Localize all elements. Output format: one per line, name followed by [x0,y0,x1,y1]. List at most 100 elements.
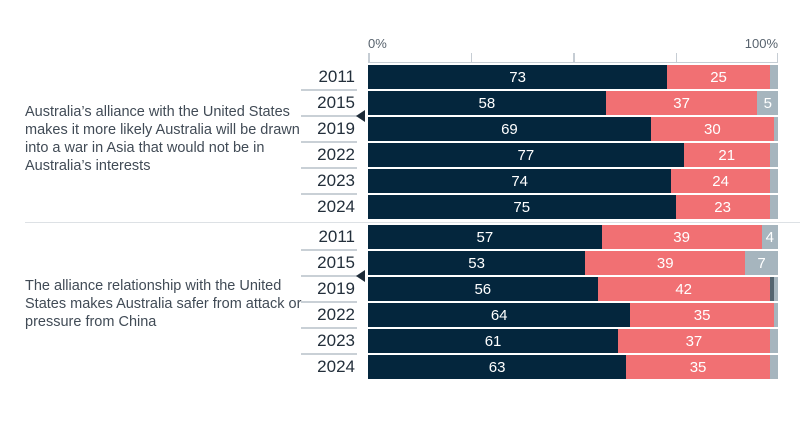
segment-value-label: 7 [757,254,766,272]
bar-segment-pink: 23 [675,195,770,219]
stacked-bar: 77 21 [368,143,778,167]
stacked-bar: 75 23 [368,195,778,219]
bar-segment-gray [773,117,778,141]
year-label: 2019 [317,119,355,138]
year-label: 2015 [317,93,355,112]
stacked-bar: 69 30 [368,117,778,141]
year-label: 2023 [317,331,355,350]
chart-row: 2023 74 24 [0,169,800,195]
segment-value-label: 74 [511,172,529,190]
bar-segment-pink: 24 [671,169,770,193]
bar-segment-dark: 56 [368,277,598,301]
bar-segment-dark: 58 [368,91,606,115]
chart1-description: Australia’s alliance with the United Sta… [25,104,300,174]
row-boundary-tick [301,301,357,303]
axis-start-label: 0% [368,36,387,51]
segment-value-label: 39 [656,254,674,272]
bar-segment-dark: 69 [368,117,651,141]
segment-value-label: 30 [704,120,721,138]
bar-segment-dark: 75 [368,195,676,219]
bar-segment-dark: 57 [368,225,602,249]
stacked-bar: 57 39 4 [368,225,778,249]
segment-value-label: 64 [490,306,508,324]
stacked-bar: 58 37 5 [368,91,778,115]
bar-segment-gray [773,303,778,327]
bar-segment-gray [769,329,778,353]
segment-value-label: 63 [488,358,506,376]
chart-row: 2022 64 35 [0,303,800,329]
bar-segment-pink: 25 [667,65,770,89]
axis-tick [675,53,677,62]
chart2-description: The alliance relationship with the Unite… [25,278,302,330]
row-boundary-tick [301,275,357,277]
segment-value-label: 42 [675,280,693,298]
chart-group-war-risk: 2011 73 25 2015 58 37 5 2019 69 30 2022 77 21 2023 74 2… [0,65,800,219]
segment-value-label: 58 [478,94,496,112]
year-label: 2024 [317,197,355,216]
bar-segment-pink: 21 [683,143,770,167]
bar-segment-dark: 61 [368,329,619,353]
segment-value-label: 53 [468,254,485,272]
bar-segment-gray [769,143,778,167]
segment-value-label: 24 [712,172,729,190]
bar-segment-gray: 5 [757,91,778,115]
segment-value-label: 77 [517,146,535,164]
axis-tick [368,53,370,62]
segment-value-label: 61 [484,332,502,350]
year-label: 2023 [317,171,355,190]
timeline-break-marker-icon [356,270,365,282]
charts-divider [25,222,800,223]
axis-tick [470,53,472,62]
segment-value-label: 21 [718,146,736,164]
axis-tick [573,53,575,62]
bar-segment-gray: 4 [761,225,778,249]
chart-row: 2022 77 21 [0,143,800,169]
chart-row: 2015 58 37 5 [0,91,800,117]
chart-row: 2011 57 39 4 [0,225,800,251]
chart-group-safer-from-china: 2011 57 39 4 2015 53 39 7 2019 56 42 2022 64 35 2023 61… [0,225,800,379]
stacked-bar: 64 35 [368,303,778,327]
bar-segment-gray [769,355,778,379]
row-boundary-tick [301,249,357,251]
year-label: 2011 [318,67,355,86]
bar-segment-pink: 35 [630,303,774,327]
bar-segment-pink: 35 [626,355,770,379]
segment-value-label: 37 [685,332,703,350]
chart-row: 2011 73 25 [0,65,800,91]
bar-segment-pink: 42 [597,277,770,301]
segment-value-label: 37 [673,94,690,112]
bar-segment-pink: 39 [585,251,746,275]
segment-value-label: 75 [513,198,531,216]
segment-value-label: 57 [476,228,494,246]
axis-tick [776,53,778,62]
bar-segment-dark: 74 [368,169,672,193]
stacked-bar: 56 42 [368,277,778,301]
axis-line [368,62,778,63]
bar-segment-sliver [769,277,774,301]
axis-ticks [368,53,778,62]
bar-segment-dark: 77 [368,143,684,167]
segment-value-label: 23 [714,198,731,216]
stacked-bar: 53 39 7 [368,251,778,275]
bar-segment-pink: 37 [605,91,758,115]
year-label: 2022 [317,145,355,164]
row-boundary-tick [301,193,357,195]
segment-value-label: 4 [765,228,774,246]
stacked-bar: 74 24 [368,169,778,193]
timeline-break-marker-icon [356,110,365,122]
segment-value-label: 5 [763,94,772,112]
bar-segment-gray [769,169,778,193]
axis-end-label: 100% [744,36,778,51]
row-boundary-tick [301,89,357,91]
bar-segment-gray [769,195,778,219]
bar-segment-pink: 39 [601,225,762,249]
bar-segment-pink: 30 [650,117,774,141]
stacked-bar: 73 25 [368,65,778,89]
bar-segment-gray [773,277,778,301]
segment-value-label: 35 [689,358,707,376]
segment-value-label: 73 [509,68,526,86]
segment-value-label: 56 [474,280,492,298]
chart-row: 2015 53 39 7 [0,251,800,277]
segment-value-label: 39 [673,228,690,246]
bar-segment-gray: 7 [745,251,778,275]
